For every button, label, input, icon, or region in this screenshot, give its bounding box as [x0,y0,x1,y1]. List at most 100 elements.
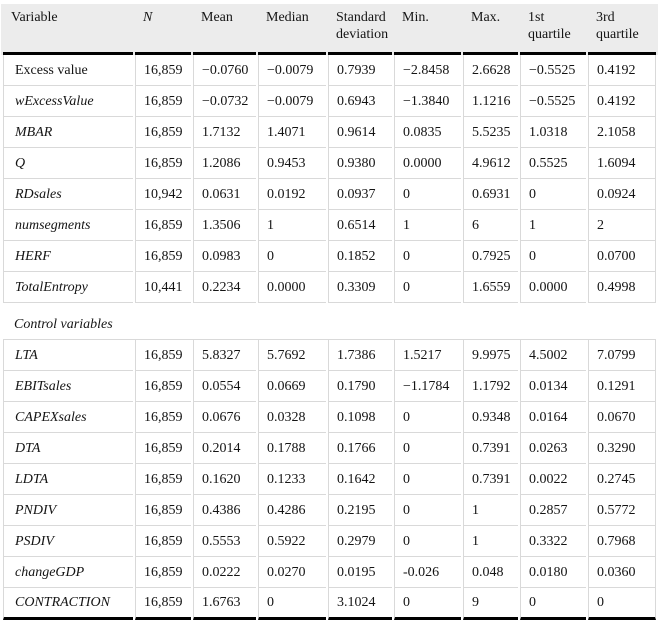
value-cell: 16,859 [135,464,191,495]
column-header-min: Min. [394,4,461,55]
variable-name-cell: DTA [3,433,133,464]
table-row: HERF 16,859 0.0983 0 0.1852 0 0.7925 0 0.0700 [3,241,656,272]
value-cell: 1.0318 [520,117,586,148]
value-cell: 0 [394,433,461,464]
value-cell: 0.0222 [193,557,256,588]
value-cell: 0.0022 [520,464,586,495]
value-cell: 16,859 [135,495,191,526]
value-cell: 0.7939 [328,55,392,86]
variable-name-cell: LDTA [3,464,133,495]
value-cell: 0.0924 [588,179,656,210]
value-cell: 7.0799 [588,340,656,371]
value-cell: 6 [463,210,518,241]
value-cell: 0.7925 [463,241,518,272]
value-cell: 5.5235 [463,117,518,148]
value-cell: 1.6763 [193,588,256,620]
value-cell: 1.2086 [193,148,256,179]
variable-name-cell: CAPEXsales [3,402,133,433]
value-cell: 0 [588,588,656,620]
column-header-median: Median [258,4,326,55]
value-cell: 16,859 [135,402,191,433]
value-cell: 0.4192 [588,55,656,86]
variable-name-cell: EBITsales [3,371,133,402]
table-row: DTA 16,859 0.2014 0.1788 0.1766 0 0.7391 0.0263… [3,433,656,464]
value-cell: 0.5525 [520,148,586,179]
value-cell: 0.4386 [193,495,256,526]
value-cell: 0.1620 [193,464,256,495]
table-header: Variable N Mean Median Standard deviatio… [3,4,656,55]
value-cell: 0.0670 [588,402,656,433]
value-cell: 0.6514 [328,210,392,241]
value-cell: 0.4998 [588,272,656,303]
value-cell: 0.0937 [328,179,392,210]
column-header-3rd-quartile: 3rd quartile [588,4,656,55]
value-cell: −0.5525 [520,55,586,86]
value-cell: 1.6559 [463,272,518,303]
value-cell: 9.9975 [463,340,518,371]
value-cell: −0.0760 [193,55,256,86]
value-cell: 0.4192 [588,86,656,117]
value-cell: 0.0700 [588,241,656,272]
value-cell: 0.5553 [193,526,256,557]
table-row: PNDIV 16,859 0.4386 0.4286 0.2195 0 1 0.2857 0.5… [3,495,656,526]
value-cell: 0.0000 [394,148,461,179]
value-cell: 0.1098 [328,402,392,433]
variable-name-cell: CONTRACTION [3,588,133,620]
value-cell: 16,859 [135,117,191,148]
value-cell: 16,859 [135,526,191,557]
value-cell: 0.0000 [258,272,326,303]
variable-name-cell: HERF [3,241,133,272]
value-cell: 0.5772 [588,495,656,526]
value-cell: 0.3290 [588,433,656,464]
value-cell: 0.7391 [463,433,518,464]
variable-name-cell: PSDIV [3,526,133,557]
table-row: changeGDP 16,859 0.0222 0.0270 0.0195 -0.026 0… [3,557,656,588]
value-cell: 10,441 [135,272,191,303]
value-cell: 0.9348 [463,402,518,433]
value-cell: 0.4286 [258,495,326,526]
value-cell: 0.3309 [328,272,392,303]
value-cell: 1 [463,526,518,557]
summary-statistics-table: Variable N Mean Median Standard deviatio… [1,4,658,620]
value-cell: 0 [258,241,326,272]
value-cell: 0.0263 [520,433,586,464]
value-cell: -0.026 [394,557,461,588]
variable-name-cell: numsegments [3,210,133,241]
value-cell: 1.6094 [588,148,656,179]
value-cell: 0.0180 [520,557,586,588]
value-cell: 0.2014 [193,433,256,464]
value-cell: 1 [258,210,326,241]
value-cell: 0.0195 [328,557,392,588]
value-cell: 16,859 [135,55,191,86]
value-cell: 0 [394,402,461,433]
value-cell: −0.0079 [258,86,326,117]
value-cell: 1.4071 [258,117,326,148]
variable-name-cell: Excess value [3,55,133,86]
value-cell: 5.8327 [193,340,256,371]
value-cell: 1.1792 [463,371,518,402]
table-row: wExcessValue 16,859 −0.0732 −0.0079 0.6943 −1… [3,86,656,117]
value-cell: 0 [258,588,326,620]
value-cell: 0.2857 [520,495,586,526]
value-cell: 16,859 [135,241,191,272]
column-header-mean: Mean [193,4,256,55]
value-cell: 1.3506 [193,210,256,241]
value-cell: 16,859 [135,557,191,588]
value-cell: 0 [394,588,461,620]
value-cell: 0.1852 [328,241,392,272]
value-cell: 0.2745 [588,464,656,495]
value-cell: 16,859 [135,371,191,402]
table-row: PSDIV 16,859 0.5553 0.5922 0.2979 0 1 0.3322 0.7… [3,526,656,557]
header-row: Variable N Mean Median Standard deviatio… [3,4,656,55]
value-cell: −0.0079 [258,55,326,86]
value-cell: 0.0983 [193,241,256,272]
value-cell: 0.0835 [394,117,461,148]
variable-name-cell: RDsales [3,179,133,210]
value-cell: −2.8458 [394,55,461,86]
value-cell: 0.0000 [520,272,586,303]
value-cell: 0 [520,241,586,272]
value-cell: 16,859 [135,86,191,117]
value-cell: 1.1216 [463,86,518,117]
value-cell: 0.2234 [193,272,256,303]
